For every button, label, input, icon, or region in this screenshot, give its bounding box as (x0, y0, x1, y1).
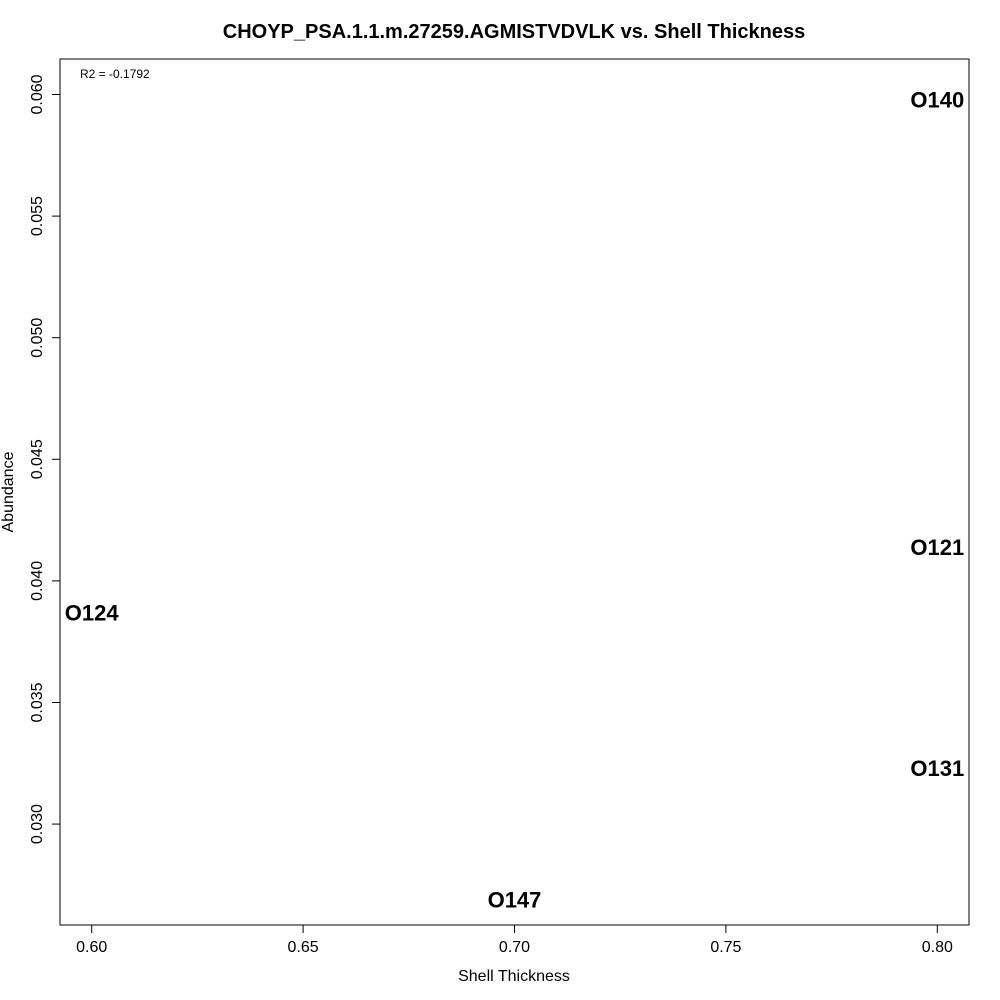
point-labels: O140 O121 O124 O131 O147 (65, 87, 964, 912)
plot-area-frame (59, 58, 970, 926)
y-tick-label: 0.050 (29, 318, 46, 358)
y-tick-label: 0.055 (29, 196, 46, 236)
x-tick-label: 0.60 (76, 939, 107, 956)
point-label-o140: O140 (910, 87, 964, 112)
x-axis-label: Shell Thickness (458, 968, 570, 985)
r2-annotation: R2 = -0.1792 (80, 67, 150, 81)
x-tick-label: 0.80 (922, 939, 953, 956)
y-tick-label: 0.035 (29, 682, 46, 722)
y-tick-label: 0.030 (29, 804, 46, 844)
point-label-o124: O124 (65, 601, 120, 626)
y-axis-label: Abundance (0, 451, 17, 532)
point-label-o121: O121 (910, 535, 964, 560)
y-tick-label: 0.045 (29, 439, 46, 479)
point-label-o147: O147 (488, 887, 542, 912)
x-axis: 0.60 0.65 0.70 0.75 0.80 (76, 925, 953, 956)
chart-title: CHOYP_PSA.1.1.m.27259.AGMISTVDVLK vs. Sh… (223, 21, 805, 43)
y-tick-label: 0.060 (29, 74, 46, 114)
y-tick-label: 0.040 (29, 561, 46, 601)
y-axis: 0.030 0.035 0.040 0.045 0.050 0.055 0.060 (29, 74, 60, 844)
point-label-o131: O131 (910, 756, 964, 781)
x-tick-label: 0.65 (288, 939, 319, 956)
x-tick-label: 0.70 (499, 939, 530, 956)
x-tick-label: 0.75 (710, 939, 741, 956)
